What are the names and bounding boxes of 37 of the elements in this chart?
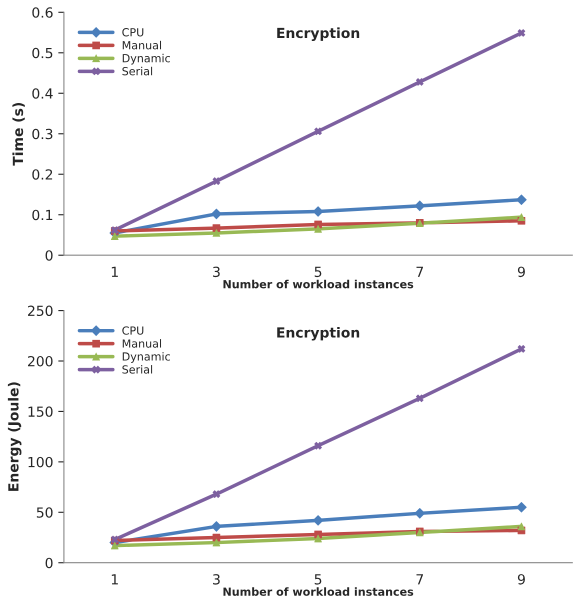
legend-label: Manual <box>122 339 162 348</box>
y-tick-label: 0.6 <box>32 7 53 18</box>
x-axis-title: Number of workload instances <box>223 280 414 288</box>
y-tick-label: 250 <box>28 306 53 316</box>
x-tick-label: 1 <box>112 574 118 584</box>
x-tick-label: 7 <box>416 574 424 584</box>
y-tick-label: 50 <box>36 507 53 518</box>
y-tick-label: 0.2 <box>32 169 52 180</box>
x-axis-title: Number of workload instances <box>223 587 414 596</box>
legend-label: Dynamic <box>122 352 170 363</box>
x-tick-label: 3 <box>213 574 220 585</box>
legend-label: Dynamic <box>122 54 170 65</box>
y-tick-label: 100 <box>28 456 53 468</box>
x-tick-label: 1 <box>112 266 118 277</box>
legend-label: CPU <box>122 326 144 335</box>
y-axis-title: Energy (Joule) <box>8 382 22 491</box>
y-tick-label: 0 <box>46 250 53 261</box>
y-tick-label: 0 <box>46 558 53 568</box>
y-tick-label: 0.5 <box>32 48 52 58</box>
text: Encryption <box>277 326 360 341</box>
y-tick-label: 0.1 <box>32 210 52 220</box>
x-tick-label: 9 <box>518 574 525 585</box>
x-tick-label: 9 <box>518 266 525 278</box>
legend-label: Serial <box>122 365 152 374</box>
text: Encryption <box>277 27 360 41</box>
x-tick-label: 7 <box>416 266 424 277</box>
y-tick-label: 0.3 <box>32 128 52 140</box>
x-tick-label: 5 <box>314 266 322 278</box>
x-tick-label: 5 <box>314 574 322 585</box>
legend-label: Manual <box>122 40 162 50</box>
x-tick-label: 3 <box>213 266 220 278</box>
y-tick-label: 150 <box>28 406 53 417</box>
legend-label: CPU <box>122 28 144 36</box>
y-tick-label: 200 <box>28 356 53 366</box>
legend-label: Serial <box>122 66 152 76</box>
y-axis-title: Time (s) <box>12 102 25 166</box>
y-tick-label: 0.4 <box>32 88 53 99</box>
